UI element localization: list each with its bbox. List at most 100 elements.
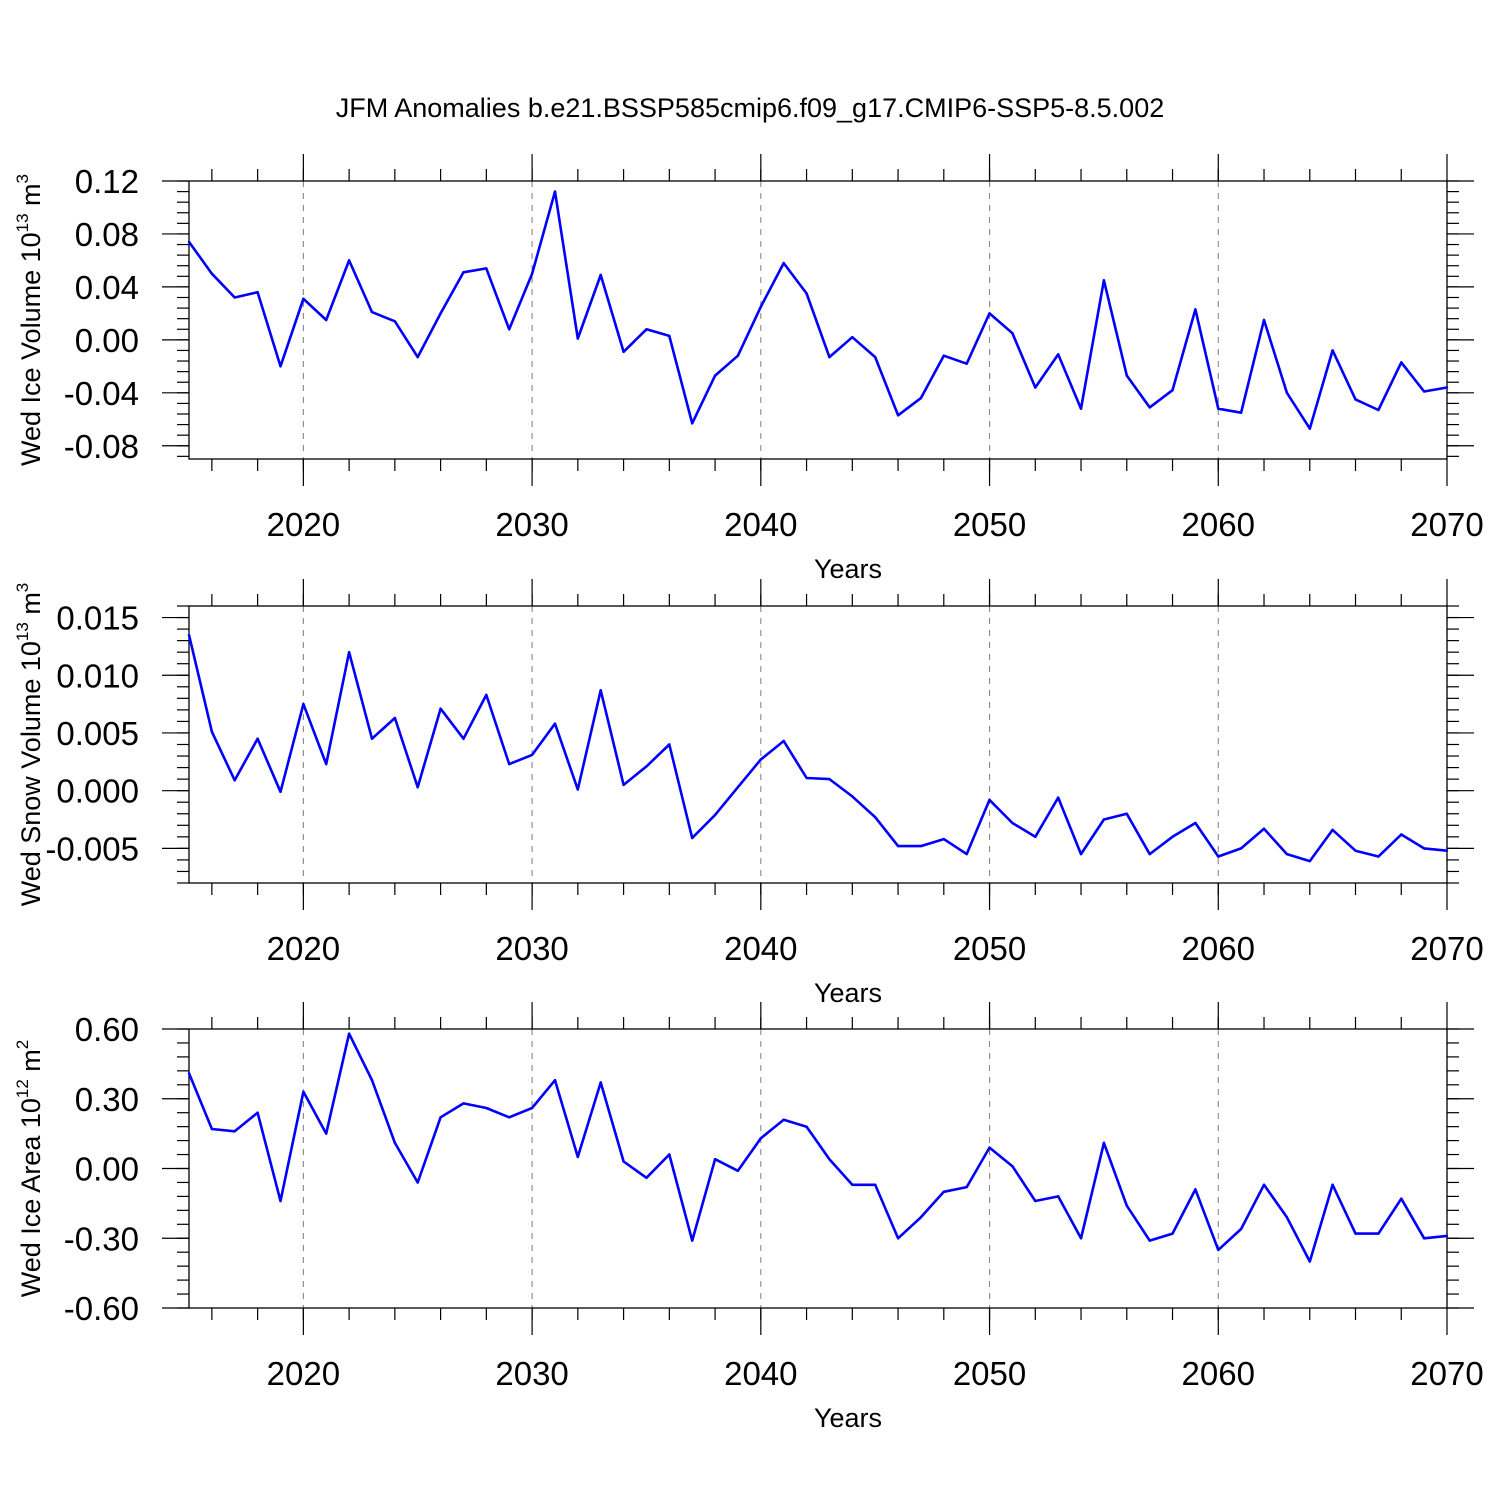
y-tick-label--0.30: -0.30 [64, 1220, 139, 1257]
data-point-2051 [1011, 1165, 1014, 1168]
y-tick-label-0.015: 0.015 [56, 600, 139, 637]
x-axis-label: Years [814, 1403, 882, 1433]
data-point-2059 [1194, 821, 1197, 825]
data-point-2061 [1239, 411, 1243, 414]
data-point-2023 [370, 737, 374, 740]
data-point-2025 [416, 355, 419, 359]
data-point-2058 [1171, 835, 1174, 838]
x-tick-label-2060: 2060 [1182, 1355, 1255, 1392]
data-point-2066 [1354, 849, 1357, 852]
data-point-2021 [325, 1132, 328, 1135]
data-point-2035 [645, 328, 648, 331]
data-point-2027 [462, 737, 465, 740]
y-tick-label-0.30: 0.30 [75, 1081, 139, 1118]
y-tick-label-0.00: 0.00 [75, 1151, 139, 1188]
data-point-2043 [828, 777, 831, 781]
data-point-2045 [874, 355, 877, 359]
data-point-2050 [988, 798, 991, 802]
data-point-2021 [325, 318, 328, 322]
data-point-2038 [713, 374, 717, 377]
plot-frame [188, 180, 1448, 460]
data-point-2020 [302, 1090, 305, 1094]
x-axis-label: Years [814, 554, 882, 584]
data-point-2042 [805, 292, 808, 295]
data-point-2068 [1400, 1197, 1403, 1200]
data-point-2034 [622, 350, 625, 353]
data-point-2035 [645, 765, 648, 768]
x-tick-label-2030: 2030 [495, 1355, 568, 1392]
data-point-2022 [347, 1032, 351, 1035]
data-point-2064 [1308, 427, 1312, 430]
data-point-2058 [1171, 389, 1174, 392]
series-line [187, 190, 1448, 430]
data-point-2018 [256, 291, 259, 294]
data-point-2045 [874, 1183, 877, 1187]
data-point-2031 [553, 190, 557, 193]
data-point-2037 [691, 836, 694, 840]
data-point-2015 [187, 633, 191, 637]
data-point-2068 [1400, 833, 1403, 836]
data-point-2038 [713, 813, 717, 817]
data-point-2040 [759, 305, 762, 308]
data-point-2033 [599, 689, 602, 692]
data-point-2027 [462, 271, 465, 274]
data-point-2043 [828, 355, 831, 359]
data-point-2053 [1057, 796, 1060, 799]
data-point-2054 [1079, 407, 1083, 410]
y-tick-label-0.00: 0.00 [75, 322, 139, 359]
data-point-2019 [279, 365, 282, 368]
data-point-2070 [1445, 386, 1449, 389]
data-point-2029 [508, 1116, 511, 1119]
data-point-2063 [1285, 391, 1289, 394]
data-point-2019 [279, 790, 282, 793]
data-point-2032 [576, 337, 579, 340]
x-tick-label-2040: 2040 [724, 930, 797, 967]
data-point-2025 [416, 1181, 419, 1184]
data-point-2048 [942, 837, 945, 841]
data-point-2069 [1422, 390, 1426, 393]
data-point-2068 [1400, 361, 1403, 364]
x-tick-label-2070: 2070 [1410, 506, 1483, 543]
y-axis-label: Wed Ice Volume 1013 m3 [13, 174, 46, 466]
y-axis-label: Wed Ice Area 1012 m2 [13, 1040, 46, 1298]
data-point-2062 [1262, 1183, 1266, 1187]
data-point-2058 [1171, 1232, 1174, 1235]
panel-1: 2020 2030 2040 2050 2060 2070 0.12 0.08 0.04 0.00… [13, 154, 1484, 584]
data-point-2067 [1377, 1232, 1380, 1235]
data-point-2025 [416, 786, 419, 789]
x-tick-label-2070: 2070 [1410, 930, 1483, 967]
data-point-2065 [1331, 1183, 1334, 1187]
data-point-2026 [439, 312, 442, 315]
data-point-2036 [668, 743, 671, 746]
data-point-2042 [805, 776, 808, 780]
x-tick-label-2060: 2060 [1182, 930, 1255, 967]
data-point-2070 [1445, 1234, 1449, 1238]
data-point-2066 [1354, 1232, 1357, 1235]
data-point-2028 [485, 1106, 488, 1110]
data-point-2055 [1102, 1141, 1106, 1145]
data-point-2070 [1445, 849, 1449, 852]
y-tick-label--0.04: -0.04 [64, 375, 139, 412]
data-point-2016 [210, 730, 214, 733]
data-point-2017 [233, 779, 236, 782]
data-point-2036 [668, 334, 671, 338]
data-point-2067 [1377, 855, 1380, 858]
data-point-2044 [851, 795, 854, 798]
data-point-2017 [233, 1130, 236, 1133]
series-line [187, 1032, 1448, 1263]
data-point-2056 [1125, 374, 1129, 377]
x-tick-label-2070: 2070 [1410, 1355, 1483, 1392]
data-point-2053 [1057, 1195, 1060, 1198]
data-point-2050 [988, 312, 991, 315]
data-point-2052 [1034, 835, 1037, 838]
data-point-2015 [187, 1072, 191, 1075]
data-point-2055 [1102, 818, 1106, 821]
data-point-2041 [782, 739, 785, 743]
data-point-2047 [919, 396, 923, 400]
data-point-2022 [347, 259, 351, 262]
data-point-2056 [1125, 1204, 1129, 1207]
data-point-2066 [1354, 398, 1357, 401]
x-tick-label-2040: 2040 [724, 506, 797, 543]
data-point-2045 [874, 816, 877, 819]
